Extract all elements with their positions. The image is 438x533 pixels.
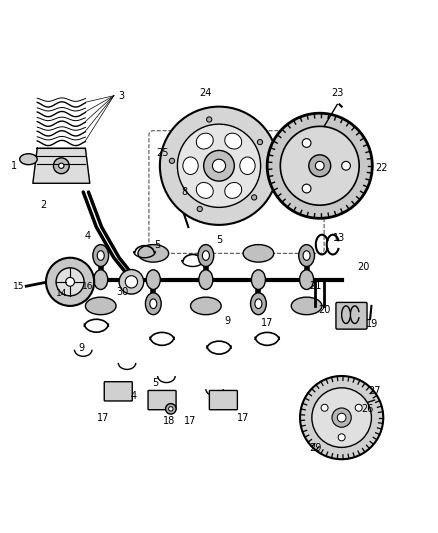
Text: 26: 26 bbox=[362, 404, 374, 414]
Text: 14: 14 bbox=[56, 289, 67, 298]
Text: 20: 20 bbox=[318, 305, 330, 316]
Ellipse shape bbox=[255, 299, 262, 309]
Ellipse shape bbox=[300, 270, 314, 289]
FancyBboxPatch shape bbox=[104, 382, 132, 401]
Text: 19: 19 bbox=[366, 319, 378, 329]
Text: 30: 30 bbox=[117, 287, 129, 297]
Circle shape bbox=[177, 124, 261, 207]
Circle shape bbox=[160, 107, 278, 225]
Circle shape bbox=[251, 195, 257, 200]
Ellipse shape bbox=[191, 297, 221, 314]
Circle shape bbox=[302, 139, 311, 148]
FancyBboxPatch shape bbox=[209, 391, 237, 410]
Ellipse shape bbox=[20, 154, 37, 165]
Text: 17: 17 bbox=[237, 413, 249, 423]
Text: 2: 2 bbox=[41, 200, 47, 210]
Text: 20: 20 bbox=[357, 262, 370, 271]
Text: 25: 25 bbox=[156, 148, 168, 158]
Text: 13: 13 bbox=[333, 233, 345, 243]
Circle shape bbox=[342, 161, 350, 170]
Text: 8: 8 bbox=[181, 187, 187, 197]
Circle shape bbox=[312, 388, 371, 447]
FancyBboxPatch shape bbox=[148, 391, 176, 410]
Text: 5: 5 bbox=[152, 377, 159, 387]
Circle shape bbox=[355, 404, 362, 411]
Ellipse shape bbox=[196, 182, 213, 198]
Circle shape bbox=[207, 117, 212, 122]
Circle shape bbox=[170, 158, 175, 164]
Text: 17: 17 bbox=[184, 416, 197, 426]
Ellipse shape bbox=[240, 157, 255, 174]
Ellipse shape bbox=[225, 182, 242, 198]
Ellipse shape bbox=[146, 270, 160, 289]
Circle shape bbox=[169, 407, 173, 411]
Ellipse shape bbox=[243, 245, 274, 262]
Circle shape bbox=[280, 126, 359, 205]
Circle shape bbox=[212, 159, 226, 172]
Ellipse shape bbox=[94, 270, 108, 289]
Circle shape bbox=[309, 155, 331, 177]
Text: 4: 4 bbox=[85, 231, 91, 241]
Circle shape bbox=[119, 270, 144, 294]
Circle shape bbox=[315, 161, 324, 170]
Ellipse shape bbox=[291, 297, 322, 314]
Text: 17: 17 bbox=[261, 318, 273, 328]
Text: 29: 29 bbox=[309, 443, 321, 453]
Circle shape bbox=[332, 408, 351, 427]
Circle shape bbox=[338, 434, 345, 441]
Circle shape bbox=[321, 404, 328, 411]
Circle shape bbox=[125, 276, 138, 288]
Ellipse shape bbox=[145, 293, 161, 314]
Polygon shape bbox=[33, 148, 90, 183]
Circle shape bbox=[46, 258, 94, 306]
Circle shape bbox=[166, 403, 176, 414]
Text: 1: 1 bbox=[11, 161, 18, 171]
Text: 3: 3 bbox=[118, 91, 124, 101]
Circle shape bbox=[302, 184, 311, 193]
Text: 9: 9 bbox=[225, 316, 231, 326]
Circle shape bbox=[56, 268, 84, 296]
Circle shape bbox=[258, 140, 263, 145]
Circle shape bbox=[53, 158, 69, 174]
Text: 4: 4 bbox=[131, 391, 137, 401]
Text: 22: 22 bbox=[375, 163, 387, 173]
Text: 5: 5 bbox=[155, 240, 161, 249]
Text: 16: 16 bbox=[82, 282, 93, 290]
Ellipse shape bbox=[97, 251, 104, 260]
Circle shape bbox=[59, 163, 64, 168]
Text: 27: 27 bbox=[368, 386, 381, 397]
FancyBboxPatch shape bbox=[336, 302, 367, 329]
Ellipse shape bbox=[198, 245, 214, 266]
Ellipse shape bbox=[150, 299, 157, 309]
Ellipse shape bbox=[251, 293, 266, 314]
Ellipse shape bbox=[251, 270, 265, 289]
Circle shape bbox=[204, 150, 234, 181]
Text: 21: 21 bbox=[309, 281, 321, 291]
Ellipse shape bbox=[199, 270, 213, 289]
Text: 9: 9 bbox=[78, 343, 84, 352]
Text: 23: 23 bbox=[331, 88, 343, 99]
Ellipse shape bbox=[138, 245, 169, 262]
Ellipse shape bbox=[196, 133, 213, 149]
Ellipse shape bbox=[93, 245, 109, 266]
Circle shape bbox=[300, 376, 383, 459]
Circle shape bbox=[197, 206, 202, 212]
Ellipse shape bbox=[183, 157, 198, 174]
Text: 15: 15 bbox=[13, 282, 25, 290]
Text: 24: 24 bbox=[200, 88, 212, 99]
Ellipse shape bbox=[85, 297, 116, 314]
Circle shape bbox=[337, 413, 346, 422]
Ellipse shape bbox=[303, 251, 310, 260]
Ellipse shape bbox=[202, 251, 209, 260]
Circle shape bbox=[267, 113, 372, 219]
Ellipse shape bbox=[225, 133, 242, 149]
Text: 17: 17 bbox=[97, 413, 109, 423]
Text: 18: 18 bbox=[162, 416, 175, 426]
Text: 5: 5 bbox=[216, 235, 222, 245]
Circle shape bbox=[66, 278, 74, 286]
Ellipse shape bbox=[299, 245, 314, 266]
